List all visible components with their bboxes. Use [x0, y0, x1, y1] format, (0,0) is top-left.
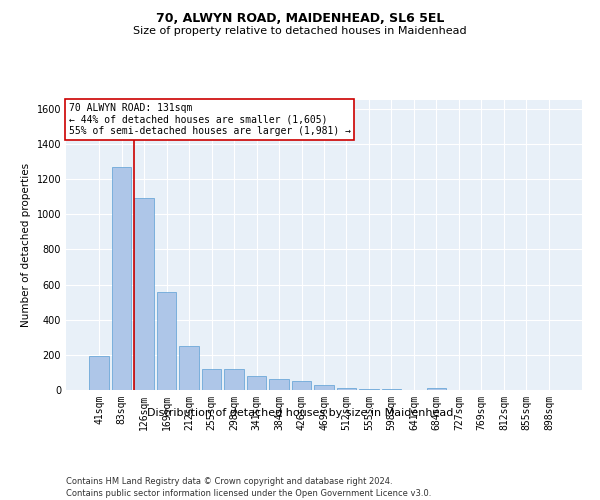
- Bar: [427, 388, 446, 390]
- Bar: [224, 369, 244, 390]
- Text: 70, ALWYN ROAD, MAIDENHEAD, SL6 5EL: 70, ALWYN ROAD, MAIDENHEAD, SL6 5EL: [156, 12, 444, 26]
- Text: 70 ALWYN ROAD: 131sqm
← 44% of detached houses are smaller (1,605)
55% of semi-d: 70 ALWYN ROAD: 131sqm ← 44% of detached …: [68, 103, 350, 136]
- Bar: [314, 385, 334, 390]
- Bar: [292, 381, 311, 390]
- Y-axis label: Number of detached properties: Number of detached properties: [21, 163, 31, 327]
- Bar: [112, 167, 131, 390]
- Bar: [359, 389, 379, 390]
- Bar: [202, 369, 221, 390]
- Bar: [134, 198, 154, 390]
- Text: Contains HM Land Registry data © Crown copyright and database right 2024.: Contains HM Land Registry data © Crown c…: [66, 478, 392, 486]
- Text: Size of property relative to detached houses in Maidenhead: Size of property relative to detached ho…: [133, 26, 467, 36]
- Bar: [157, 292, 176, 390]
- Bar: [247, 376, 266, 390]
- Bar: [337, 388, 356, 390]
- Bar: [179, 346, 199, 390]
- Text: Distribution of detached houses by size in Maidenhead: Distribution of detached houses by size …: [147, 408, 453, 418]
- Bar: [269, 380, 289, 390]
- Text: Contains public sector information licensed under the Open Government Licence v3: Contains public sector information licen…: [66, 489, 431, 498]
- Bar: [89, 356, 109, 390]
